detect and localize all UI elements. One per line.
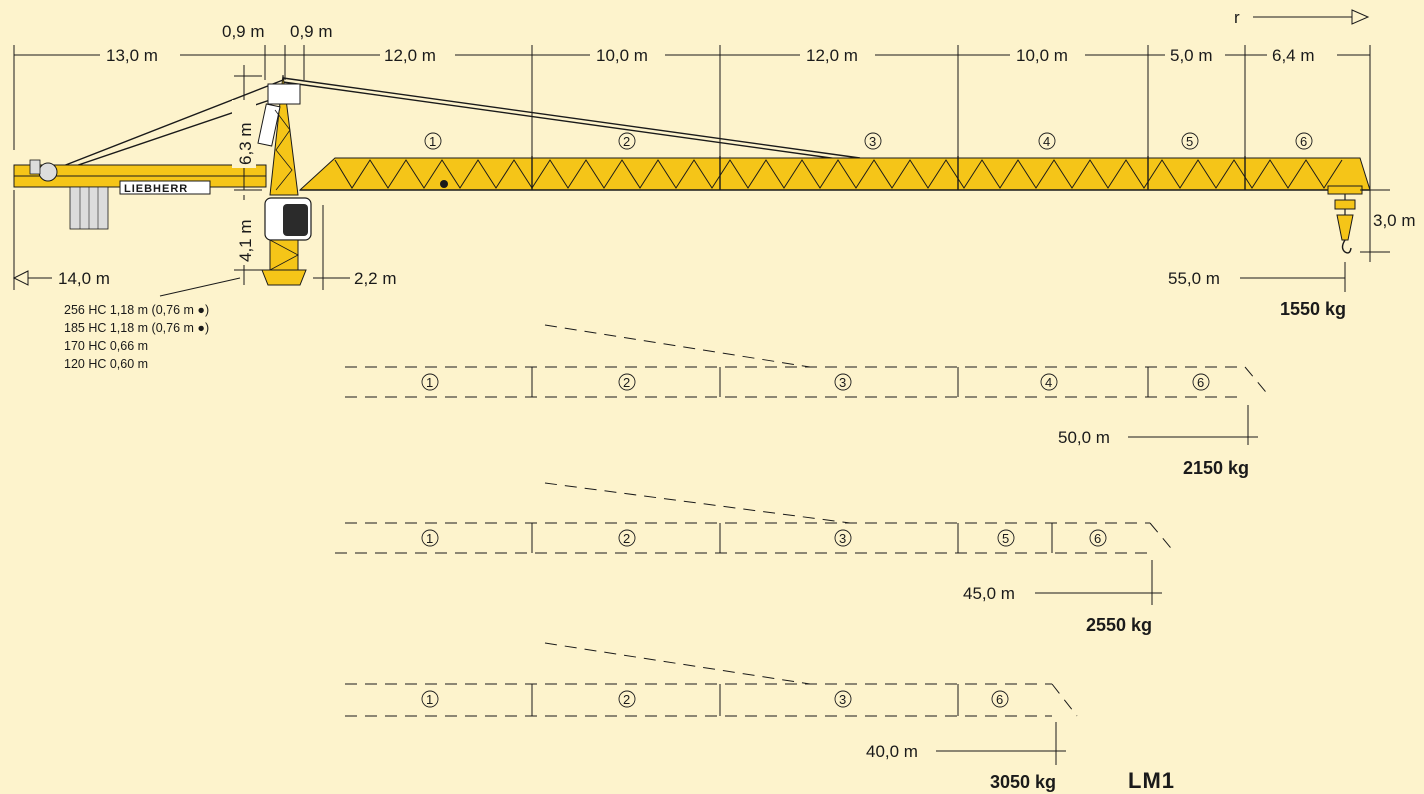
config-4-load: 3050 kg bbox=[990, 772, 1056, 792]
config-2-jib bbox=[345, 324, 1271, 398]
side-dimension-lines bbox=[12, 65, 1390, 292]
tower-option-4: 120 HC 0,60 m bbox=[64, 357, 148, 371]
section-1: 1 bbox=[429, 134, 436, 149]
tower-head bbox=[257, 74, 301, 196]
c2-section-4: 4 bbox=[1045, 375, 1052, 390]
c4-section-3: 3 bbox=[839, 692, 846, 707]
section-markers-main bbox=[424, 132, 1313, 150]
main-jib bbox=[298, 156, 1371, 195]
crane-cab bbox=[264, 197, 312, 241]
tower-option-2: 185 HC 1,18 m (0,76 m ●) bbox=[64, 321, 209, 335]
top-dimension-line bbox=[13, 45, 1371, 190]
c3-section-1: 1 bbox=[426, 531, 433, 546]
config-3-jib bbox=[335, 482, 1176, 554]
radius-arrow bbox=[1253, 9, 1370, 25]
hook-block bbox=[1334, 194, 1356, 254]
c2-section-2: 2 bbox=[623, 375, 630, 390]
config-3-load: 2550 kg bbox=[1086, 615, 1152, 635]
dim-tower-width: 2,2 m bbox=[354, 269, 397, 288]
dim-tower-head-height: 6,3 m bbox=[236, 122, 255, 165]
dim-seg-4: 10,0 m bbox=[1016, 46, 1068, 65]
dim-counterjib: 13,0 m bbox=[106, 46, 158, 65]
section-4: 4 bbox=[1043, 134, 1050, 149]
c3-section-5: 5 bbox=[1002, 531, 1009, 546]
config-2-load: 2150 kg bbox=[1183, 458, 1249, 478]
dim-counterjib-radius: 14,0 m bbox=[58, 269, 110, 288]
config-4-radius: 40,0 m bbox=[866, 742, 918, 761]
tower-option-3: 170 HC 0,66 m bbox=[64, 339, 148, 353]
c2-section-1: 1 bbox=[426, 375, 433, 390]
c2-section-3: 3 bbox=[839, 375, 846, 390]
dim-head-right: 0,9 m bbox=[290, 22, 333, 41]
config-3-radius: 45,0 m bbox=[963, 584, 1015, 603]
c3-section-6: 6 bbox=[1094, 531, 1101, 546]
section-6: 6 bbox=[1300, 134, 1307, 149]
section-5: 5 bbox=[1186, 134, 1193, 149]
c3-section-2: 2 bbox=[623, 531, 630, 546]
tower-section bbox=[261, 239, 307, 286]
dim-seg-5: 5,0 m bbox=[1170, 46, 1213, 65]
c3-section-3: 3 bbox=[839, 531, 846, 546]
c2-section-6: 6 bbox=[1197, 375, 1204, 390]
brand-logo: LIEBHERR bbox=[124, 183, 188, 195]
dim-hook-height: 3,0 m bbox=[1373, 211, 1416, 230]
section-3: 3 bbox=[869, 134, 876, 149]
config-4-jib bbox=[345, 642, 1078, 717]
dim-head-left: 0,9 m bbox=[222, 22, 265, 41]
dim-seg-2: 10,0 m bbox=[596, 46, 648, 65]
section-2: 2 bbox=[623, 134, 630, 149]
model-label: LM1 bbox=[1128, 768, 1175, 793]
dim-seg-3: 12,0 m bbox=[806, 46, 858, 65]
config-2-radius: 50,0 m bbox=[1058, 428, 1110, 447]
tower-option-1: 256 HC 1,18 m (0,76 m ●) bbox=[64, 303, 209, 317]
config-1-load: 1550 kg bbox=[1280, 299, 1346, 319]
crane-main: LIEBHERR bbox=[13, 74, 1371, 286]
c4-section-2: 2 bbox=[623, 692, 630, 707]
config-1-radius: 55,0 m bbox=[1168, 269, 1220, 288]
dim-slewing-height: 4,1 m bbox=[236, 219, 255, 262]
c4-section-6: 6 bbox=[996, 692, 1003, 707]
dim-seg-1: 12,0 m bbox=[384, 46, 436, 65]
counter-jib: LIEBHERR bbox=[13, 159, 267, 230]
c4-section-1: 1 bbox=[426, 692, 433, 707]
dim-seg-6: 6,4 m bbox=[1272, 46, 1315, 65]
radius-symbol: r bbox=[1234, 8, 1240, 27]
